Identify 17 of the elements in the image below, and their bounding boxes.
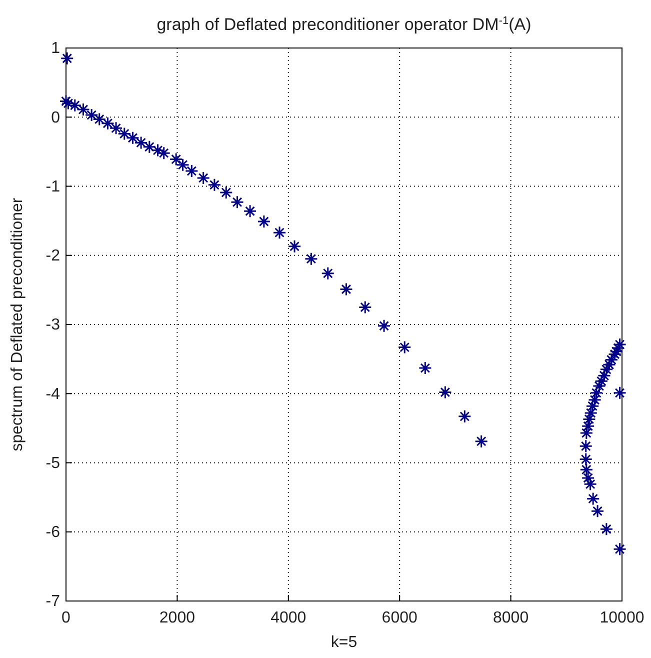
y-tick-label: 1 xyxy=(51,40,60,58)
x-tick-label: 4000 xyxy=(270,609,306,626)
chart-title: graph of Deflated preconditioner operator DM$^{-1}$(A) xyxy=(156,15,532,34)
y-tick-label: -7 xyxy=(46,593,60,610)
x-tick-label: 2000 xyxy=(159,609,196,626)
y-tick-label: -6 xyxy=(46,524,60,541)
y-tick-label: -4 xyxy=(46,386,60,403)
y-tick-label: -3 xyxy=(46,316,60,334)
y-tick-label: -2 xyxy=(46,247,60,264)
x-tick-label: 8000 xyxy=(493,609,529,626)
y-axis-title: spectrum of Deflated preconditioner xyxy=(9,197,26,452)
x-tick-label: 6000 xyxy=(382,609,418,626)
x-axis-title: k=5 xyxy=(330,634,358,651)
y-tick-label: 0 xyxy=(51,109,60,126)
x-tick-label: 10000 xyxy=(600,609,644,626)
y-tick-label: -1 xyxy=(46,178,60,196)
y-tick-label: -5 xyxy=(46,454,60,472)
